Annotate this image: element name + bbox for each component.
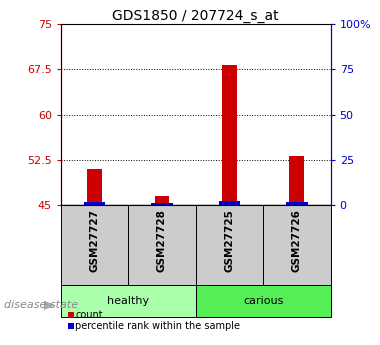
Bar <box>263 205 331 285</box>
Bar <box>286 202 308 205</box>
Text: disease state: disease state <box>4 300 78 310</box>
Bar <box>218 201 240 205</box>
Bar <box>155 196 169 205</box>
Title: GDS1850 / 207724_s_at: GDS1850 / 207724_s_at <box>112 9 279 23</box>
Bar <box>87 169 102 205</box>
Text: GSM27726: GSM27726 <box>292 209 302 272</box>
Text: carious: carious <box>243 296 283 306</box>
Bar <box>290 156 304 205</box>
Bar <box>61 205 128 285</box>
Bar <box>61 285 196 317</box>
Text: percentile rank within the sample: percentile rank within the sample <box>75 322 240 331</box>
Bar <box>128 205 196 285</box>
Text: GSM27728: GSM27728 <box>157 209 167 272</box>
Bar <box>196 285 331 317</box>
Text: GSM27727: GSM27727 <box>90 209 100 272</box>
Text: GSM27725: GSM27725 <box>225 209 234 272</box>
Bar <box>196 205 263 285</box>
Text: count: count <box>75 310 103 320</box>
Bar <box>84 201 105 205</box>
Text: healthy: healthy <box>107 296 149 306</box>
Polygon shape <box>44 300 55 310</box>
Bar <box>151 203 173 205</box>
Bar <box>222 65 237 205</box>
